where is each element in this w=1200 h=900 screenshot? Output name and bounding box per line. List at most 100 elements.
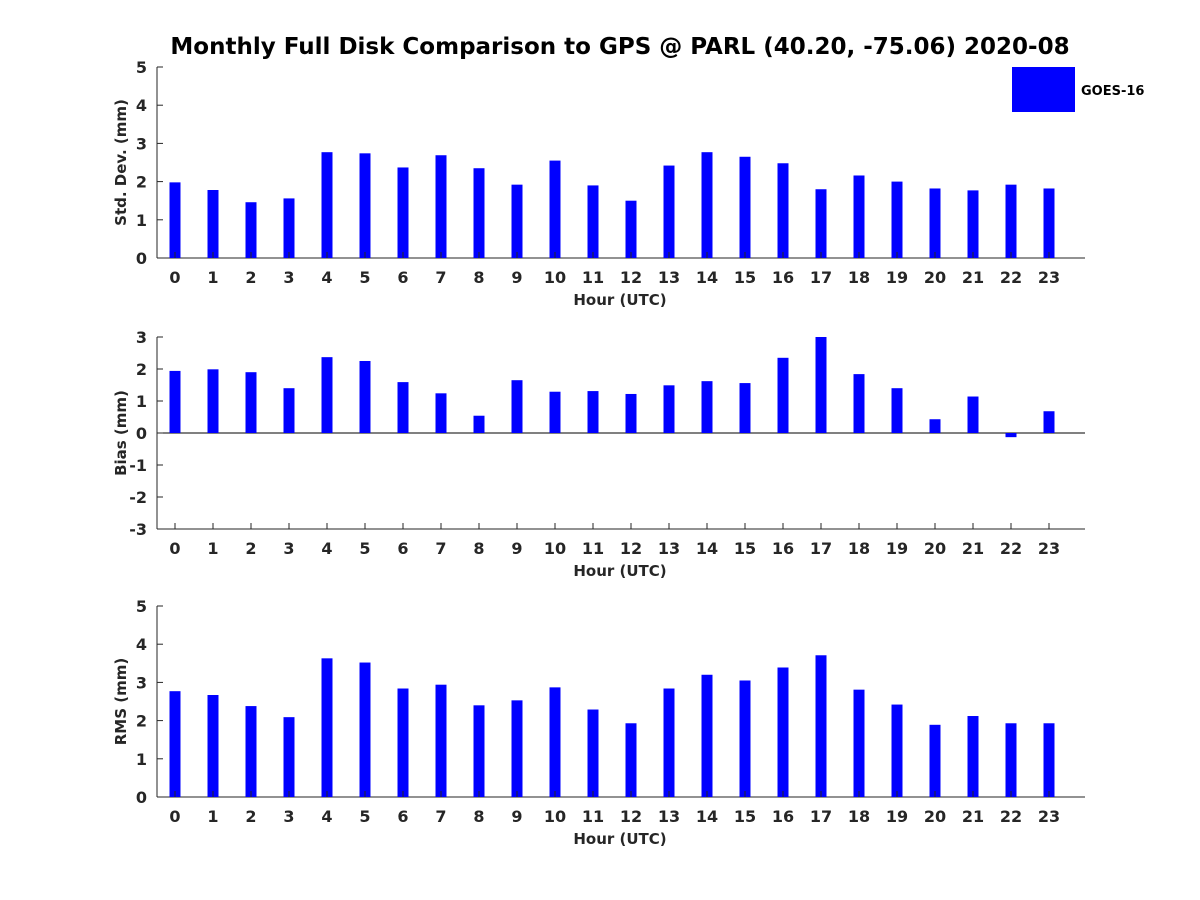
x-tick-label: 19: [886, 268, 908, 287]
x-tick-label: 0: [169, 539, 180, 558]
bar-hour-12: [625, 723, 637, 797]
y-tick-label: 2: [136, 360, 147, 379]
bar-hour-0: [169, 370, 181, 433]
legend-label: GOES-16: [1081, 84, 1144, 99]
bar-hour-10: [549, 160, 561, 258]
x-tick-label: 13: [658, 268, 680, 287]
x-tick-label: 3: [283, 268, 294, 287]
y-tick-label: -2: [129, 488, 147, 507]
y-tick-label: 0: [136, 788, 147, 807]
bar-hour-1: [207, 190, 219, 258]
bar-hour-18: [853, 175, 865, 258]
bar-hour-11: [587, 185, 599, 258]
x-tick-label: 10: [544, 539, 566, 558]
x-tick-label: 13: [658, 539, 680, 558]
bar-hour-10: [549, 391, 561, 433]
x-tick-label: 18: [848, 268, 870, 287]
bar-hour-23: [1043, 411, 1055, 433]
x-tick-label: 3: [283, 807, 294, 826]
y-tick-label: 1: [136, 750, 147, 769]
x-tick-label: 8: [473, 807, 484, 826]
y-axis-label: Std. Dev. (mm): [112, 99, 130, 226]
x-tick-label: 18: [848, 807, 870, 826]
chart-legend: GOES-16: [1012, 67, 1144, 112]
y-tick-label: -3: [129, 520, 147, 539]
bar-hour-16: [777, 357, 789, 433]
x-tick-label: 17: [810, 539, 832, 558]
x-tick-label: 1: [207, 539, 218, 558]
x-tick-label: 22: [1000, 807, 1022, 826]
y-tick-label: 2: [136, 173, 147, 192]
x-tick-label: 23: [1038, 807, 1060, 826]
bar-hour-12: [625, 393, 637, 433]
x-tick-label: 12: [620, 539, 642, 558]
bar-hour-12: [625, 200, 637, 258]
x-tick-label: 6: [397, 539, 408, 558]
x-tick-label: 21: [962, 268, 984, 287]
x-tick-label: 5: [359, 807, 370, 826]
bar-hour-2: [245, 372, 257, 433]
y-tick-label: 5: [136, 58, 147, 77]
x-tick-label: 23: [1038, 268, 1060, 287]
bar-hour-14: [701, 674, 713, 797]
x-tick-label: 9: [511, 268, 522, 287]
x-tick-label: 6: [397, 268, 408, 287]
x-tick-label: 4: [321, 539, 332, 558]
x-tick-label: 7: [435, 268, 446, 287]
y-tick-label: 4: [136, 635, 147, 654]
y-axis-label: Bias (mm): [112, 390, 130, 476]
x-tick-label: 9: [511, 539, 522, 558]
x-tick-label: 22: [1000, 539, 1022, 558]
bar-hour-22: [1005, 723, 1017, 797]
bar-hour-23: [1043, 723, 1055, 797]
x-tick-label: 6: [397, 807, 408, 826]
bar-hour-15: [739, 383, 751, 433]
x-tick-label: 1: [207, 807, 218, 826]
bar-hour-20: [929, 724, 941, 797]
x-tick-label: 15: [734, 268, 756, 287]
bar-hour-23: [1043, 188, 1055, 258]
bar-hour-0: [169, 182, 181, 258]
legend-swatch: [1012, 67, 1075, 112]
x-tick-label: 15: [734, 539, 756, 558]
y-tick-label: 0: [136, 249, 147, 268]
x-axis-label: Hour (UTC): [573, 830, 666, 848]
bar-hour-7: [435, 393, 447, 433]
bar-hour-13: [663, 688, 675, 797]
x-tick-label: 8: [473, 539, 484, 558]
x-tick-label: 22: [1000, 268, 1022, 287]
x-tick-label: 14: [696, 268, 718, 287]
bar-hour-16: [777, 667, 789, 797]
bar-hour-10: [549, 687, 561, 797]
bar-hour-17: [815, 337, 827, 433]
x-tick-label: 0: [169, 268, 180, 287]
x-tick-label: 13: [658, 807, 680, 826]
bar-hour-9: [511, 700, 523, 797]
bar-hour-21: [967, 716, 979, 797]
bar-hour-5: [359, 662, 371, 797]
x-tick-label: 0: [169, 807, 180, 826]
bar-hour-19: [891, 181, 903, 258]
bar-hour-9: [511, 184, 523, 258]
bar-hour-4: [321, 357, 333, 433]
x-tick-label: 21: [962, 807, 984, 826]
x-tick-label: 9: [511, 807, 522, 826]
x-tick-label: 16: [772, 268, 794, 287]
bar-hour-6: [397, 167, 409, 258]
y-tick-label: 1: [136, 392, 147, 411]
x-tick-label: 20: [924, 807, 946, 826]
x-tick-label: 17: [810, 268, 832, 287]
bar-hour-6: [397, 382, 409, 433]
x-tick-label: 10: [544, 807, 566, 826]
bar-hour-5: [359, 361, 371, 433]
bar-hour-15: [739, 680, 751, 797]
bar-hour-20: [929, 188, 941, 258]
y-tick-label: 1: [136, 211, 147, 230]
bar-hour-13: [663, 385, 675, 433]
bar-hour-6: [397, 688, 409, 797]
